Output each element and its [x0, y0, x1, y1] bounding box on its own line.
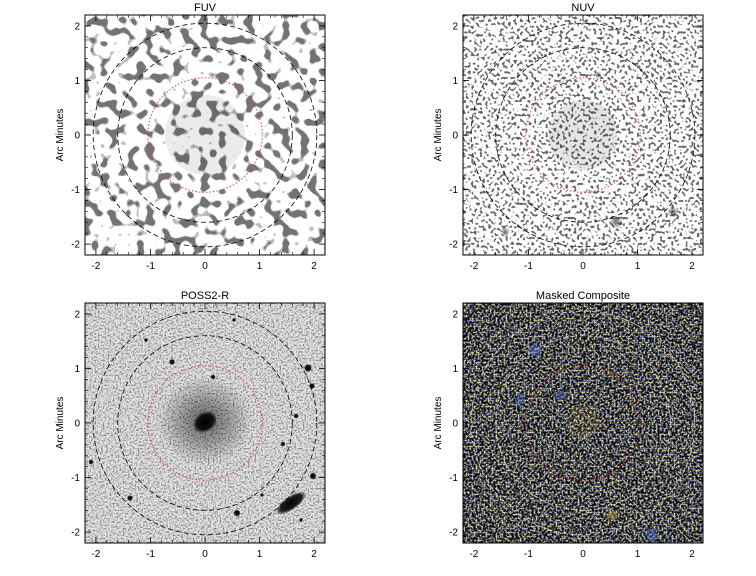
- panel-image: [463, 15, 703, 255]
- panel-title: Masked Composite: [536, 290, 630, 302]
- y-tick-label: -1: [71, 185, 80, 196]
- x-tick-label: -1: [524, 549, 533, 560]
- x-tick-label: -2: [469, 261, 478, 272]
- x-tick-label: -2: [469, 549, 478, 560]
- panel-overlay-nuv: -2 -1 0 1 2 2 1 0 -1 -2 NUV Arc Minutes: [433, 2, 704, 272]
- panel-title: NUV: [571, 2, 595, 14]
- y-tick-label: -1: [449, 473, 458, 484]
- panel-overlay-poss2r: -2 -1 0 1 2 2 1 0 -1 -2 POSS2-R Arc Minutes: [55, 290, 326, 560]
- panel-image: [463, 303, 703, 543]
- panel-overlay-composite: -2 -1 0 1 2 2 1 0 -1 -2 Masked Composite Arc Minute…: [433, 290, 704, 560]
- background-annulus-inner-ring: [495, 335, 671, 511]
- x-tick-label: -1: [146, 261, 155, 272]
- y-axis-label: Arc Minutes: [433, 397, 444, 450]
- y-tick-label: 0: [452, 131, 458, 142]
- x-tick-label: -1: [146, 549, 155, 560]
- y-tick-label: 1: [74, 76, 80, 87]
- y-tick-label: -1: [71, 473, 80, 484]
- panel-composite: [463, 303, 703, 543]
- x-tick-label: 0: [202, 261, 208, 272]
- x-tick-label: 0: [580, 549, 586, 560]
- panel-title: FUV: [194, 2, 217, 14]
- y-tick-label: 2: [74, 309, 80, 320]
- x-tick-label: -1: [524, 261, 533, 272]
- x-tick-label: 2: [689, 549, 695, 560]
- x-tick-label: 2: [689, 261, 695, 272]
- x-tick-label: 1: [257, 549, 263, 560]
- background-annulus-outer-ring: [470, 310, 696, 536]
- x-tick-label: 0: [202, 549, 208, 560]
- y-tick-label: 0: [452, 419, 458, 430]
- panel-image: [85, 15, 325, 255]
- inner-aperture-ring: [525, 77, 641, 193]
- panel-title: POSS2-R: [181, 290, 229, 302]
- y-tick-label: -1: [449, 185, 458, 196]
- panel-poss2r: [85, 303, 325, 543]
- y-tick-label: 1: [74, 364, 80, 375]
- x-tick-label: 1: [635, 549, 641, 560]
- x-tick-label: 2: [311, 261, 317, 272]
- x-tick-label: 1: [635, 261, 641, 272]
- y-tick-label: 1: [452, 76, 458, 87]
- x-tick-label: 2: [311, 549, 317, 560]
- y-axis-label: Arc Minutes: [55, 109, 66, 162]
- x-tick-label: 1: [257, 261, 263, 272]
- y-tick-label: -2: [71, 528, 80, 539]
- y-tick-label: 0: [74, 131, 80, 142]
- background-annulus-inner-ring: [117, 47, 293, 223]
- y-tick-label: -2: [71, 240, 80, 251]
- x-tick-label: 0: [580, 261, 586, 272]
- y-axis-label: Arc Minutes: [433, 109, 444, 162]
- background-annulus-outer-ring: [92, 22, 318, 248]
- background-annulus-inner-ring: [495, 47, 671, 223]
- background-annulus-outer-ring: [470, 22, 696, 248]
- background-annulus-outer-ring: [92, 310, 318, 536]
- background-annulus-inner-ring: [117, 335, 293, 511]
- panel-image: [85, 303, 325, 543]
- y-axis-label: Arc Minutes: [55, 397, 66, 450]
- x-tick-label: -2: [91, 549, 100, 560]
- inner-aperture-ring: [147, 365, 263, 481]
- y-tick-label: 2: [74, 21, 80, 32]
- y-tick-label: 2: [452, 21, 458, 32]
- inner-aperture-ring: [147, 77, 263, 193]
- panel-nuv: [463, 15, 703, 255]
- y-tick-label: 0: [74, 419, 80, 430]
- y-tick-label: 2: [452, 309, 458, 320]
- panel-overlay-fuv: -2 -1 0 1 2 2 1 0 -1 -2 FUV Arc Minutes: [55, 2, 326, 272]
- inner-aperture-ring: [525, 365, 641, 481]
- panel-fuv: [85, 15, 325, 255]
- y-tick-label: 1: [452, 364, 458, 375]
- y-tick-label: -2: [449, 240, 458, 251]
- x-tick-label: -2: [91, 261, 100, 272]
- y-tick-label: -2: [449, 528, 458, 539]
